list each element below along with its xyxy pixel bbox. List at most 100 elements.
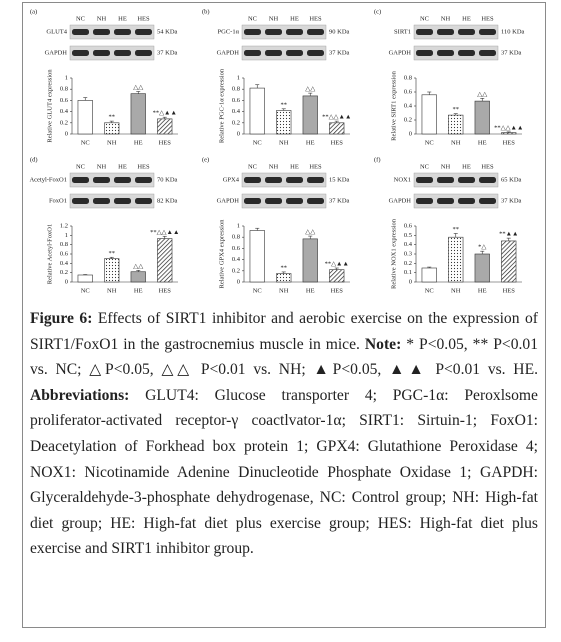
bar [302,95,318,135]
blot-band [479,177,496,183]
blot-band [114,198,131,204]
y-tick-label: 0 [409,130,412,137]
blot-band [93,177,110,183]
bar [130,93,146,135]
blot-band [135,177,152,183]
y-tick-label: 1 [237,222,240,229]
y-tick-label: 0.6 [60,97,69,104]
blot-band [114,29,131,35]
blot-band [458,29,475,35]
blot-strip [241,45,327,61]
y-tick-label: 0.8 [232,86,240,93]
blot-protein-label: NOX1 [394,176,411,183]
blot-band [307,50,324,56]
blot-band [93,29,110,35]
bar [157,118,173,135]
blot-band [458,177,475,183]
x-tick-label: NH [451,287,461,294]
y-tick-label: 0.3 [404,250,412,257]
figure-panels: (a) NC NH HE HES GLUT4 54 KDa GAPDH 37 KDa 0 0.2 0.… [29,8,524,294]
panel-label: (c) [374,8,381,15]
blot-protein-label: GAPDH [45,49,68,56]
blot-strip [413,45,499,61]
significance-label: ** [109,114,116,121]
blot-band [93,198,110,204]
blot-lane-label: NH [97,15,107,22]
blot-protein-label: GAPDH [389,197,412,204]
significance-label: ** [453,226,460,233]
x-tick-label: HE [306,287,315,294]
blot-lane-label: HES [481,163,494,170]
x-tick-label: HE [134,287,143,294]
y-tick-label: 1.2 [60,222,68,229]
y-tick-label: 0.2 [404,116,412,123]
blot-band [458,50,475,56]
y-tick-label: 0.2 [404,260,412,267]
blot-band [307,29,324,35]
bar [130,271,146,283]
blot-lane-label: NC [76,163,85,170]
blot-lane-label: HE [118,15,127,22]
significance-label: *△ [478,244,487,251]
blot-band [437,50,454,56]
y-tick-label: 0.6 [232,245,241,252]
y-tick-label: 0.4 [404,102,413,109]
x-tick-label: HE [478,139,487,146]
caption-text: Effects of SIRT1 inhibitor and aerobic e… [30,310,538,353]
y-tick-label: 0.4 [232,108,241,115]
significance-label: **△△▲▲ [150,229,179,236]
blot-lane-label: HES [481,15,494,22]
x-tick-label: NH [279,139,289,146]
note-label: Note: [364,335,402,353]
blot-band [286,198,303,204]
y-tick-label: 1 [237,74,240,81]
x-tick-label: HES [503,139,516,146]
y-tick-label: 0.2 [60,119,68,126]
blot-lane-label: HES [137,15,150,22]
y-tick-label: 0.8 [232,234,240,241]
blot-protein-label: GLUT4 [46,28,67,35]
x-tick-label: NC [253,287,262,294]
y-axis-label: Relative GLUT4 expression [46,69,53,143]
y-tick-label: 0.4 [404,241,413,248]
y-tick-label: 0 [65,130,68,137]
x-tick-label: NC [425,139,434,146]
blot-band [244,177,261,183]
bar [421,267,437,283]
y-tick-label: 0 [409,278,412,285]
y-tick-label: 1 [65,232,68,239]
blot-band [437,29,454,35]
blot-strip [413,172,499,188]
x-tick-label: NH [279,287,289,294]
blot-lane-label: NC [248,15,257,22]
blot-size-label: 54 KDa [157,28,178,35]
blot-band [286,177,303,183]
bar [474,100,490,135]
blot-band [265,50,282,56]
blot-band [437,177,454,183]
bar [448,114,464,135]
significance-label: **△△▲▲ [322,114,351,121]
blot-strip [69,45,155,61]
abbreviations-label: Abbreviations: [30,386,130,404]
bar [474,253,490,283]
blot-band [135,29,152,35]
blot-band [479,198,496,204]
blot-strip [241,172,327,188]
bar [77,274,93,283]
blot-lane-label: NH [97,163,107,170]
blot-strip [69,172,155,188]
significance-label: ** [453,106,460,113]
x-tick-label: NC [253,139,262,146]
significance-label: **△△▲▲ [494,124,523,131]
bar [104,258,120,283]
bar [302,238,318,283]
significance-label: △△ [133,84,144,91]
figure-frame [22,2,546,628]
y-tick-label: 0.6 [232,97,241,104]
x-tick-label: HES [159,287,172,294]
blot-size-label: 70 KDa [157,176,178,183]
blot-size-label: 37 KDa [157,49,178,56]
blot-band [416,198,433,204]
blot-band [416,29,433,35]
